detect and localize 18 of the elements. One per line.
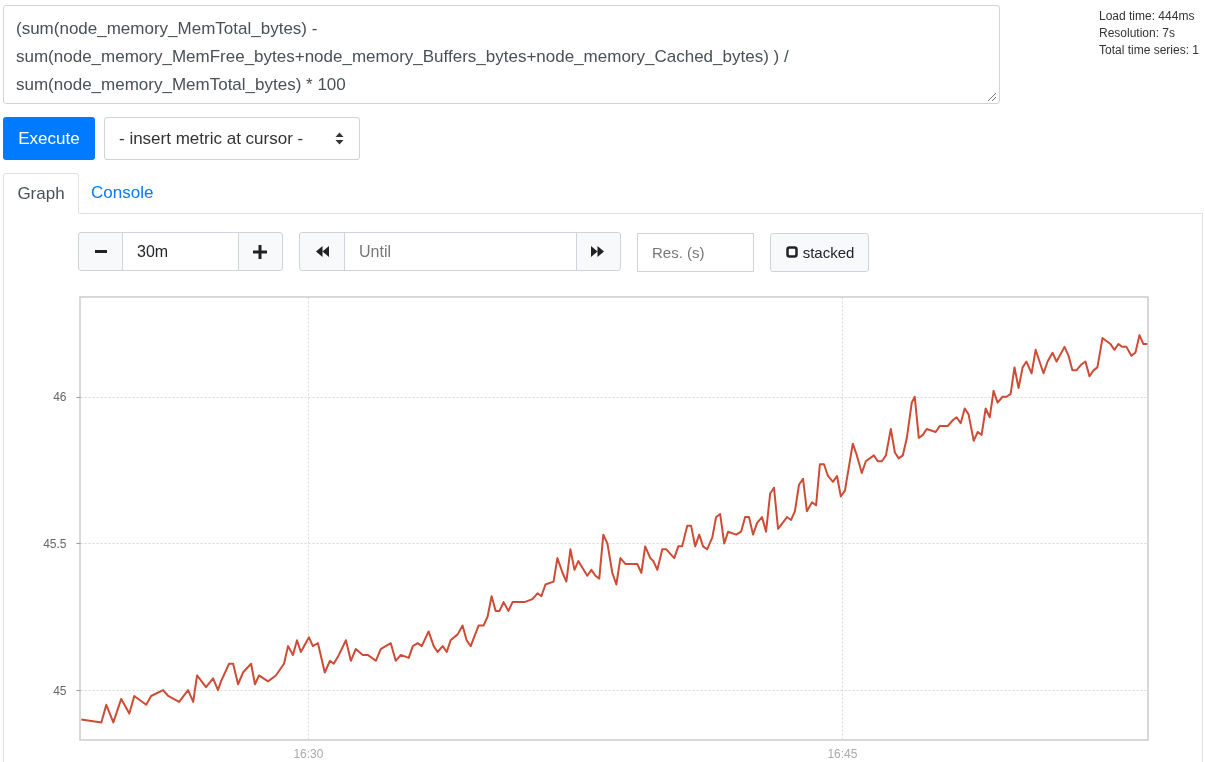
text: 30m: [122, 232, 239, 271]
text: Console: [91, 183, 154, 203]
y-tick-label: 45: [53, 683, 67, 698]
x-tick-label: 16:45: [827, 746, 858, 761]
y-tick-label: 45.5: [43, 536, 67, 551]
x-tick-label: 16:30: [293, 746, 324, 761]
text: Total time series: 1: [1099, 42, 1200, 59]
y-tick-label: 46: [53, 390, 67, 405]
text: Execute: [3, 117, 95, 160]
line-series: [80, 334, 1148, 724]
text: Resolution: 7s: [1099, 25, 1177, 42]
text: Graph: [3, 173, 79, 214]
text: Res. (s): [637, 233, 754, 272]
text: Until: [344, 232, 577, 271]
text: Load time: 444ms: [1099, 8, 1196, 25]
text: - insert metric at cursor -: [104, 117, 360, 160]
chart-title: (sum(node_memory_MemTotal_bytes) - sum(node_memory_MemFree_bytes+node_memory_Buffers_bytes+node_memory_Cached_bytes) ) / sum(node_memory_MemTotal_bytes) * 100: [3, 5, 1000, 104]
text: stacked: [770, 233, 869, 272]
